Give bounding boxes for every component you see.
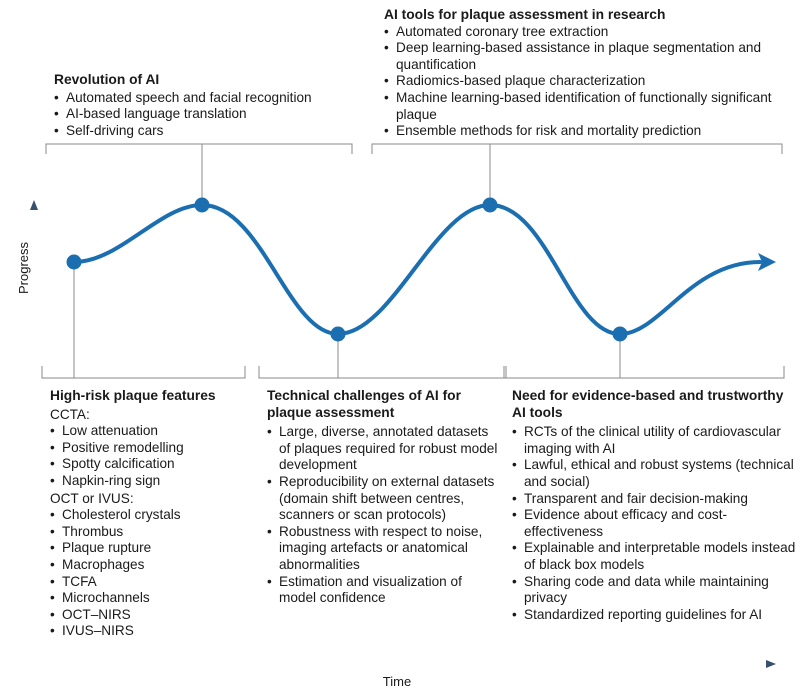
technical-challenges-title: Technical challenges of AI for plaque as… bbox=[267, 388, 461, 420]
list-item: Explainable and interpretable models ins… bbox=[512, 540, 797, 573]
progress-curve bbox=[72, 202, 762, 337]
y-axis-arrowhead bbox=[30, 200, 38, 210]
list-item: IVUS–NIRS bbox=[50, 623, 250, 640]
milestone-marker-challenges bbox=[330, 326, 346, 342]
ccta-list: Low attenuation Positive remodelling Spo… bbox=[50, 423, 250, 489]
evidence-based-list: RCTs of the clinical utility of cardiova… bbox=[512, 424, 797, 623]
list-item: Deep learning-based assistance in plaque… bbox=[384, 40, 794, 73]
list-item: Cholesterol crystals bbox=[50, 507, 250, 524]
evidence-based-box: Need for evidence-based and trustworthy … bbox=[512, 388, 797, 623]
list-item: Microchannels bbox=[50, 590, 250, 607]
list-item: Sharing code and data while maintaining … bbox=[512, 574, 797, 607]
list-item: Transparent and fair decision-making bbox=[512, 491, 797, 508]
ccta-label: CCTA: bbox=[50, 406, 90, 422]
revolution-ai-list: Automated speech and facial recognition … bbox=[54, 90, 354, 140]
x-axis-label: Time bbox=[383, 674, 411, 689]
ai-tools-research-title: AI tools for plaque assessment in resear… bbox=[384, 7, 666, 22]
y-axis bbox=[30, 200, 38, 330]
oct-ivus-label: OCT or IVUS: bbox=[50, 490, 134, 506]
list-item: OCT–NIRS bbox=[50, 607, 250, 624]
milestone-marker-revolution bbox=[194, 197, 210, 213]
milestone-marker-high-risk bbox=[66, 254, 82, 270]
evidence-based-title: Need for evidence-based and trustworthy … bbox=[512, 388, 784, 420]
ai-tools-research-list: Automated coronary tree extraction Deep … bbox=[384, 24, 794, 140]
list-item: Plaque rupture bbox=[50, 540, 250, 557]
list-item: Self-driving cars bbox=[54, 123, 354, 140]
list-item: Estimation and visualization of model co… bbox=[267, 574, 502, 607]
list-item: Low attenuation bbox=[50, 423, 250, 440]
list-item: Robustness with respect to noise, imagin… bbox=[267, 524, 502, 574]
progress-curve-arrowhead bbox=[758, 253, 776, 271]
technical-challenges-box: Technical challenges of AI for plaque as… bbox=[267, 388, 502, 607]
ai-tools-bracket bbox=[371, 143, 783, 205]
technical-challenges-list: Large, diverse, annotated datasets of pl… bbox=[267, 424, 502, 607]
list-item: Positive remodelling bbox=[50, 440, 250, 457]
high-risk-bracket bbox=[41, 262, 246, 379]
milestone-marker-ai-tools bbox=[482, 197, 498, 213]
milestone-marker-evidence bbox=[612, 326, 628, 342]
list-item: RCTs of the clinical utility of cardiova… bbox=[512, 424, 797, 457]
x-axis-arrowhead bbox=[766, 660, 776, 668]
high-risk-plaque-box: High-risk plaque features CCTA: Low atte… bbox=[50, 388, 250, 640]
list-item: Reproducibility on external datasets (do… bbox=[267, 474, 502, 524]
list-item: Ensemble methods for risk and mortality … bbox=[384, 123, 794, 140]
revolution-bracket bbox=[45, 143, 353, 205]
list-item: Radiomics-based plaque characterization bbox=[384, 73, 794, 90]
list-item: Standardized reporting guidelines for AI bbox=[512, 607, 797, 624]
evidence-bracket bbox=[503, 334, 785, 379]
list-item: TCFA bbox=[50, 574, 250, 591]
list-item: Spotty calcification bbox=[50, 456, 250, 473]
x-axis bbox=[14, 660, 776, 668]
list-item: Thrombus bbox=[50, 524, 250, 541]
list-item: AI-based language translation bbox=[54, 106, 354, 123]
list-item: Lawful, ethical and robust systems (tech… bbox=[512, 457, 797, 490]
list-item: Large, diverse, annotated datasets of pl… bbox=[267, 424, 502, 474]
oct-ivus-list: Cholesterol crystals Thrombus Plaque rup… bbox=[50, 507, 250, 640]
list-item: Machine learning-based identification of… bbox=[384, 90, 794, 123]
y-axis-label: Progress bbox=[16, 241, 31, 294]
ai-tools-research-box: AI tools for plaque assessment in resear… bbox=[384, 7, 794, 140]
list-item: Napkin-ring sign bbox=[50, 473, 250, 490]
revolution-ai-title: Revolution of AI bbox=[54, 72, 160, 87]
list-item: Automated speech and facial recognition bbox=[54, 90, 354, 107]
list-item: Macrophages bbox=[50, 557, 250, 574]
high-risk-plaque-title: High-risk plaque features bbox=[50, 388, 216, 403]
list-item: Evidence about efficacy and cost-effecti… bbox=[512, 507, 797, 540]
challenges-bracket bbox=[258, 334, 507, 379]
list-item: Automated coronary tree extraction bbox=[384, 24, 794, 41]
revolution-ai-box: Revolution of AI Automated speech and fa… bbox=[54, 72, 354, 139]
